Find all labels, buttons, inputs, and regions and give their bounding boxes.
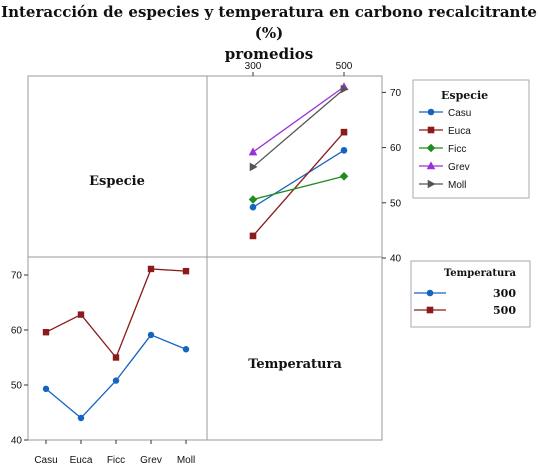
bottom-x-tick-label: Euca [70,455,93,466]
right-y-tick-label: 60 [390,143,402,154]
matrix-border [27,75,383,441]
bottom-x-tick-label: Casu [34,455,57,466]
data-point-euca [249,232,257,240]
legend-layer: Especie Casu Euca Ficc Grev Moll Temperatura 30… [410,79,531,328]
legend-marker-grev [426,161,436,170]
data-point-ficc [248,195,258,204]
legend-marker-casu [427,108,435,116]
series-line-300 [45,334,187,419]
panel-frame [27,75,383,441]
legend-label-ficc: Ficc [448,144,466,155]
data-point-casu [340,147,348,154]
right-y-tick-label: 70 [390,88,402,99]
chart-title-line-2: promedios [224,45,314,63]
data-point-moll [340,84,349,94]
series-line-ficc [252,175,345,201]
legend-marker-euca [427,126,435,134]
legend-title-temperatura: Temperatura [444,268,516,279]
chart-title-line-1: Interacción de especies y temperatura en… [1,3,537,42]
chart-title: Interacción de especies y temperatura en… [0,2,538,65]
data-point-500 [147,265,155,273]
data-point-300 [182,346,190,353]
data-point-500 [42,329,50,336]
data-point-moll [249,162,258,172]
bottom-x-tick-label: Ficc [107,455,125,466]
data-point-300 [112,377,120,384]
right-y-tick-label: 50 [390,198,402,209]
data-point-300 [42,385,50,393]
left-y-tick-label: 50 [11,381,23,392]
series-line-casu [252,149,345,208]
data-point-casu [249,203,257,211]
legend-marker-300 [426,289,434,297]
data-point-euca [340,128,348,136]
bottom-x-tick-label: Moll [177,455,195,466]
series-layer [42,82,349,422]
species-cell-label: Especie [89,174,145,189]
legend-label-500: 500 [493,304,516,317]
legend-title-especie: Especie [441,89,488,102]
top-x-tick-label: 500 [336,61,353,72]
temperature-cell-label: Temperatura [248,357,342,372]
legend-label-300: 300 [493,287,516,300]
legend-label-euca: Euca [448,126,471,137]
series-line-grev [252,86,345,153]
legend-label-moll: Moll [448,180,466,191]
legend-marker-ficc [426,143,436,153]
data-point-grev [248,147,258,156]
data-point-300 [147,331,155,339]
data-point-500 [112,354,120,361]
data-point-500 [77,311,85,318]
right-y-tick-label: 40 [390,254,402,265]
data-point-ficc [339,172,349,181]
legend-box-especie [412,79,530,199]
data-point-300 [77,414,85,422]
top-x-tick-label: 300 [245,61,262,72]
legend-label-grev: Grev [448,162,470,173]
series-line-euca [252,131,345,237]
series-line-moll [252,88,345,168]
series-line-500 [45,268,187,359]
legend-label-casu: Casu [448,108,471,119]
legend-marker-500 [426,306,434,314]
left-y-tick-label: 70 [11,271,23,282]
left-y-tick-label: 40 [11,436,23,447]
left-y-tick-label: 60 [11,326,23,337]
bottom-x-tick-label: Grev [140,455,162,466]
data-point-500 [182,267,190,275]
axes-layer: 300 500 40 50 60 70 40 50 60 70 Casu Euca Ficc Grev Mo… [11,61,402,466]
legend-marker-moll [427,179,436,189]
